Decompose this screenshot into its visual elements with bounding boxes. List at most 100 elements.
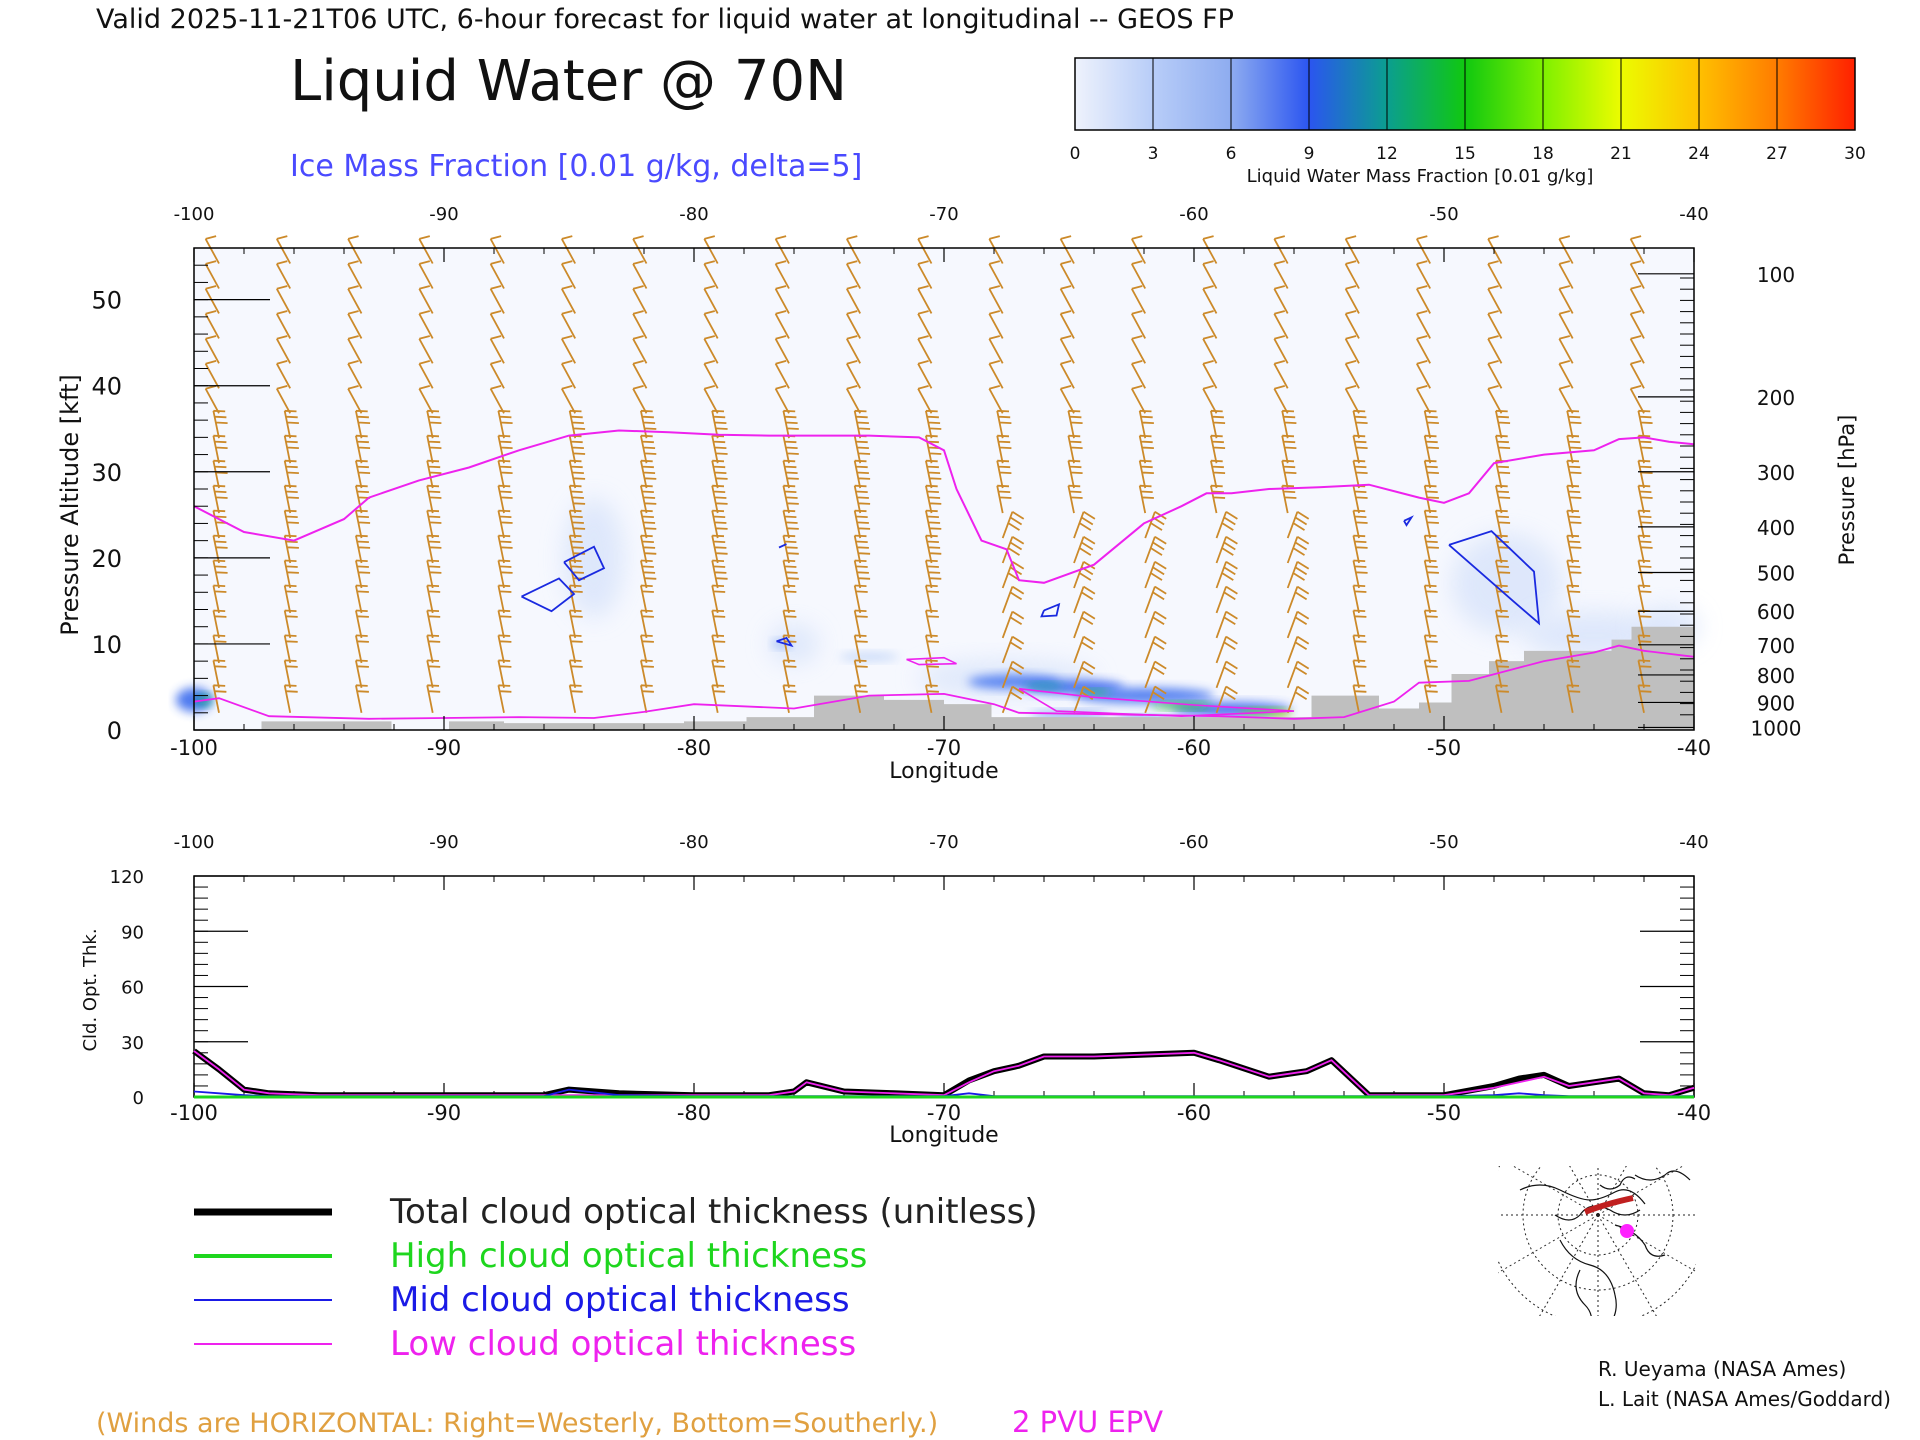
wind-barb <box>1629 310 1645 339</box>
wind-barb <box>703 260 719 289</box>
x-tick-label: -90 <box>427 736 461 760</box>
heatmap-cell <box>1024 683 1064 690</box>
wind-barb <box>1344 360 1360 389</box>
wind-barb <box>988 285 1004 314</box>
wind-barb <box>1215 610 1238 639</box>
wind-barb <box>1487 235 1503 264</box>
map-meridian <box>1597 1214 1696 1273</box>
wind-barb <box>1286 511 1310 539</box>
wind-barb <box>418 235 434 264</box>
wind-barb <box>1344 385 1360 414</box>
wind-barb <box>988 235 1004 264</box>
colorbar-tick-label: 6 <box>1226 144 1237 164</box>
wind-barb <box>1286 610 1310 639</box>
map-coastline <box>1575 1269 1592 1316</box>
wind-barb <box>561 260 576 289</box>
wind-barb <box>1001 511 1025 539</box>
y-tick-label: 50 <box>91 287 122 315</box>
y-tick-label: 120 <box>110 867 144 888</box>
wind-barb <box>276 310 291 339</box>
wind-barb <box>846 360 861 389</box>
wind-barb <box>1344 335 1360 364</box>
wind-barb <box>347 285 363 314</box>
subtitle: Ice Mass Fraction [0.01 g/kg, delta=5] <box>290 149 862 184</box>
map-meridian <box>1539 1214 1599 1316</box>
x-tick-label: -60 <box>1177 1101 1211 1125</box>
wind-barb <box>1215 560 1238 589</box>
x-tick-label-top: -80 <box>679 204 708 225</box>
wind-barb <box>703 360 719 389</box>
wind-barb <box>1352 409 1368 439</box>
wind-barb <box>1059 260 1075 289</box>
ice-contour <box>778 543 787 549</box>
wind-barb <box>1416 260 1431 289</box>
wind-barb <box>703 310 719 339</box>
x-tick-label-top: -60 <box>1179 204 1208 225</box>
y-tick-label: 40 <box>91 373 122 401</box>
wind-barb <box>640 409 657 439</box>
wind-barb <box>917 335 933 364</box>
wind-barb <box>1202 285 1218 314</box>
wind-barb <box>988 385 1004 414</box>
legend: Total cloud optical thickness (unitless)… <box>194 1192 1038 1364</box>
ice-contour <box>1040 602 1061 618</box>
wind-barb <box>204 360 220 389</box>
x-tick-label: -40 <box>1677 1101 1711 1125</box>
wind-barb <box>1059 235 1075 264</box>
wind-barb <box>846 285 861 314</box>
wind-barb <box>1273 235 1289 264</box>
wind-barb <box>774 385 790 414</box>
wind-barb <box>1131 285 1146 314</box>
legend-label: Mid cloud optical thickness <box>390 1280 850 1320</box>
wind-barb <box>703 285 719 314</box>
wind-barb <box>846 260 861 289</box>
x-tick-label-top: -40 <box>1679 204 1708 225</box>
wind-barb <box>1215 585 1238 614</box>
wind-barb <box>212 409 228 439</box>
wind-barb <box>418 360 434 389</box>
map-coastline <box>1599 1176 1636 1190</box>
wind-barb <box>782 409 799 439</box>
wind-barb <box>632 285 648 314</box>
wind-barb <box>1202 385 1218 414</box>
colorbar-tick-label: 9 <box>1304 144 1315 164</box>
winds-note: (Winds are HORIZONTAL: Right=Westerly, B… <box>96 1408 938 1439</box>
colorbar-tick-label: 12 <box>1376 144 1398 164</box>
wind-barb <box>1281 409 1297 439</box>
colorbar-tick-label: 18 <box>1532 144 1554 164</box>
wind-barb <box>1215 660 1238 689</box>
wind-barb <box>1073 585 1096 614</box>
wind-barb <box>1131 260 1146 289</box>
credit-line-2: L. Lait (NASA Ames/Goddard) <box>1598 1387 1891 1411</box>
y-tick-label: 0 <box>107 717 122 745</box>
terrain <box>261 626 1694 730</box>
colorbar-tick-label: 24 <box>1688 144 1710 164</box>
wind-barb <box>1073 660 1096 689</box>
wind-barb <box>1416 235 1431 264</box>
legend-label: High cloud optical thickness <box>390 1236 867 1276</box>
wind-barb <box>1144 635 1167 664</box>
y-tick-label: 10 <box>91 631 122 659</box>
wind-barb <box>204 285 220 314</box>
wind-barb <box>1487 260 1503 289</box>
wind-barb <box>355 409 371 439</box>
wind-barb <box>276 285 291 314</box>
x-tick-label: -80 <box>677 1101 711 1125</box>
wind-barb <box>1131 335 1146 364</box>
bottom-xlabel: Longitude <box>889 1123 998 1148</box>
wind-barb <box>1001 660 1025 689</box>
map-coastline <box>1634 1170 1691 1181</box>
wind-barb <box>276 235 291 264</box>
wind-barb <box>703 235 719 264</box>
wind-barb <box>988 310 1004 339</box>
colorbar-tick-label: 30 <box>1844 144 1866 164</box>
wind-barb <box>489 385 505 414</box>
wind-barb <box>1487 385 1503 414</box>
wind-barb <box>1131 235 1146 264</box>
wind-barb <box>1629 260 1645 289</box>
wind-barb <box>1202 310 1218 339</box>
wind-barb <box>561 310 576 339</box>
bottom-ylabel: Cld. Opt. Thk. <box>80 928 101 1051</box>
wind-barb <box>276 360 291 389</box>
